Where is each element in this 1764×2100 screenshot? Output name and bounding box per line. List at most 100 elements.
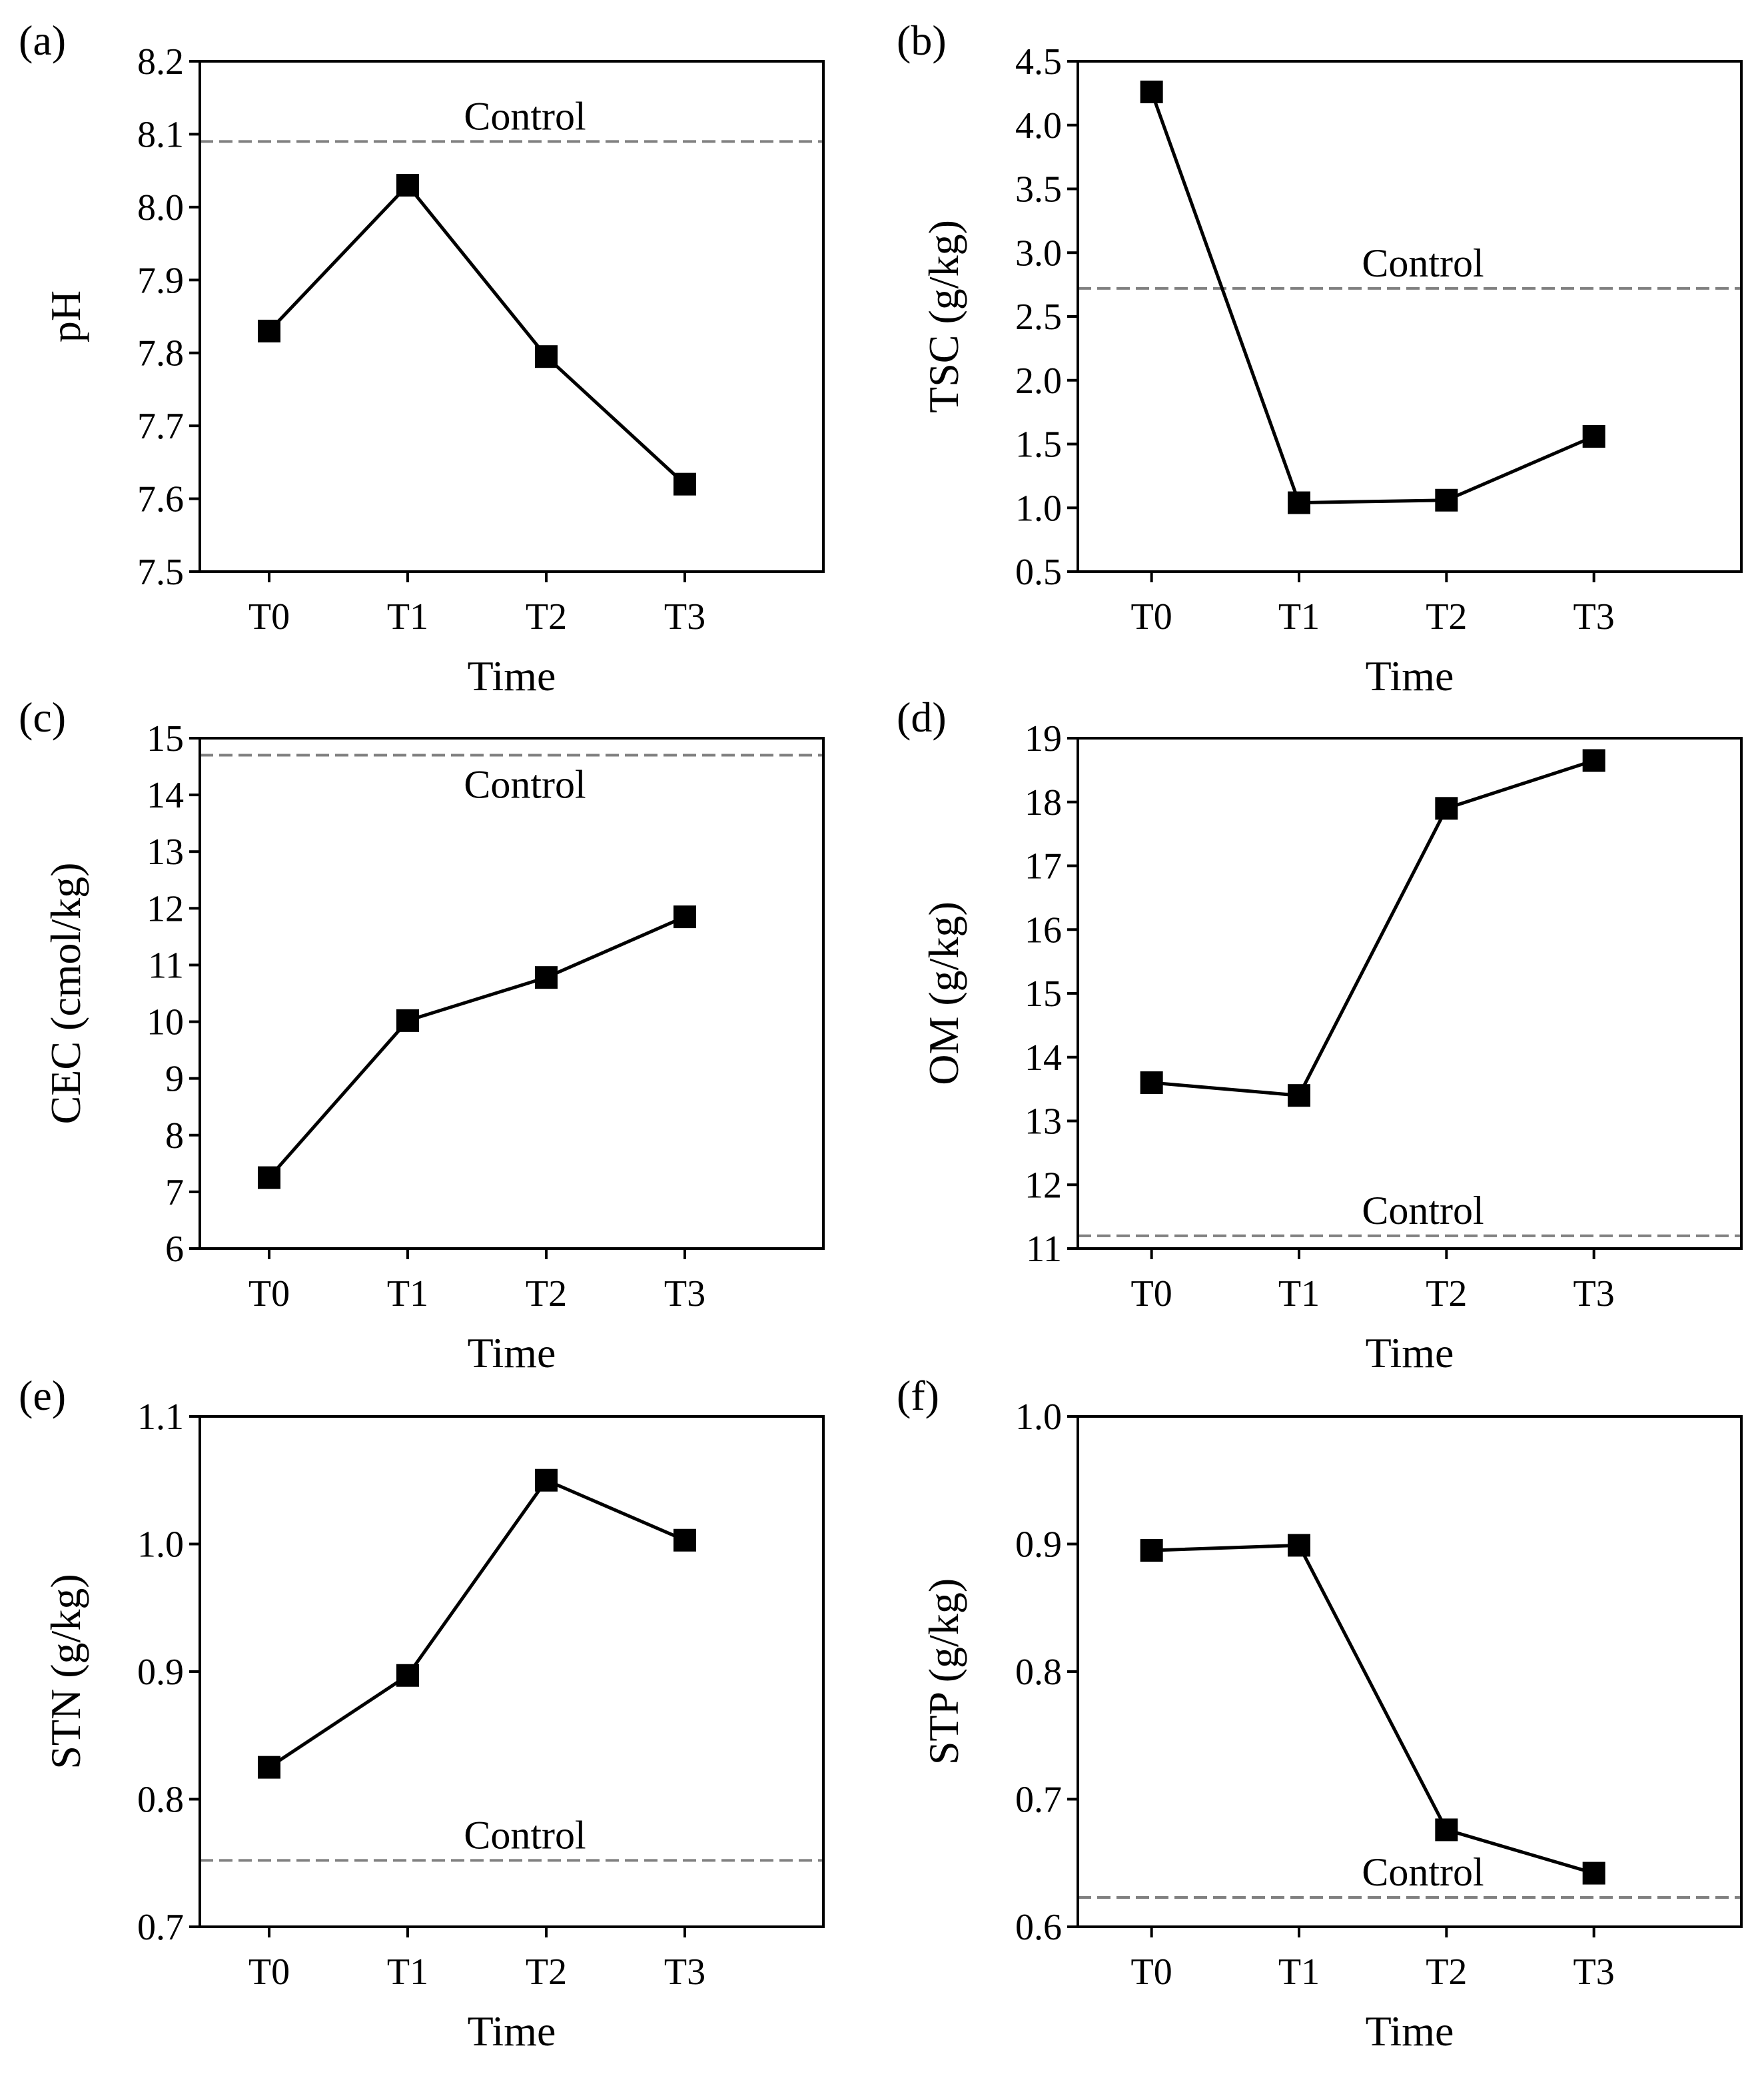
y-tick-label: 0.8 — [137, 1780, 184, 1821]
control-label: Control — [1362, 1850, 1484, 1894]
x-axis-label: Time — [468, 652, 556, 700]
y-tick-label: 12 — [147, 888, 184, 929]
y-tick-label: 7.8 — [137, 333, 184, 374]
x-tick-label: T1 — [1278, 596, 1320, 638]
y-tick-label: 8.0 — [137, 187, 184, 229]
x-axis-label: Time — [468, 2007, 556, 2055]
panel-label: (e) — [19, 1372, 66, 1419]
data-point-t3 — [673, 472, 696, 496]
plot-frame — [199, 737, 825, 1250]
panel-f: (f) Control 0.6 0.7 0.8 0.9 1.0 T0 T1 T2 T3 Time STP… — [897, 1372, 1743, 2055]
x-tick-label: T2 — [526, 1951, 567, 1993]
data-point-t3 — [1582, 425, 1605, 448]
data-point-t2 — [1435, 488, 1458, 512]
y-tick-label: 8.1 — [137, 114, 184, 155]
control-label: Control — [464, 94, 586, 138]
data-point-t1 — [396, 1664, 419, 1687]
panel-label: (f) — [897, 1372, 939, 1419]
data-point-t3 — [1582, 1861, 1605, 1885]
y-tick-label: 1.0 — [137, 1524, 184, 1566]
series-line — [268, 183, 686, 486]
y-tick-label: 0.6 — [1015, 1907, 1062, 1948]
panel-c: (c) Control 6 7 8 9 10 11 12 13 14 15 T0 T1 T2 T3 Time CE… — [19, 694, 825, 1376]
data-point-t3 — [1582, 749, 1605, 772]
x-tick-label: T0 — [1131, 596, 1172, 638]
y-axis-label: STP (g/kg) — [920, 1578, 967, 1765]
control-label: Control — [464, 763, 586, 807]
y-tick-label: 17 — [1025, 846, 1062, 887]
y-tick-label: 3.5 — [1015, 169, 1062, 211]
y-tick-label: 0.8 — [1015, 1652, 1062, 1693]
x-tick-label: T1 — [1278, 1273, 1320, 1314]
y-tick-label: 7.7 — [137, 406, 184, 447]
y-tick-label: 13 — [1025, 1101, 1062, 1143]
y-tick-label: 0.9 — [137, 1652, 184, 1693]
x-tick-label: T0 — [248, 1951, 290, 1993]
series-line — [268, 915, 686, 1179]
data-point-t0 — [1140, 1539, 1163, 1562]
y-tick-label: 10 — [147, 1002, 184, 1043]
plot-frame — [199, 60, 825, 573]
y-tick-label: 14 — [147, 775, 184, 816]
data-point-t3 — [673, 1528, 696, 1552]
y-tick-label: 0.7 — [137, 1907, 184, 1948]
x-tick-label: T1 — [387, 1273, 428, 1314]
y-tick-label: 14 — [1025, 1037, 1062, 1079]
y-tick-label: 7.5 — [137, 552, 184, 593]
y-axis-label: STN (g/kg) — [42, 1574, 89, 1769]
data-point-t2 — [535, 345, 558, 368]
plot-frame — [1077, 737, 1743, 1250]
y-tick-label: 15 — [147, 718, 184, 760]
y-tick-label: 12 — [1025, 1165, 1062, 1206]
y-axis-label: CEC (cmol/kg) — [42, 863, 89, 1125]
data-point-t1 — [396, 174, 419, 197]
y-tick-label: 4.0 — [1015, 105, 1062, 147]
data-point-t3 — [673, 905, 696, 929]
y-axis-label: TSC (g/kg) — [920, 220, 967, 413]
x-axis-label: Time — [1366, 2007, 1454, 2055]
plot-frame — [199, 1415, 825, 1928]
data-point-t0 — [258, 1166, 280, 1189]
data-point-t2 — [535, 1468, 558, 1492]
x-tick-label: T3 — [664, 1273, 705, 1314]
y-tick-label: 18 — [1025, 782, 1062, 823]
x-tick-label: T2 — [526, 596, 567, 638]
x-axis-label: Time — [1366, 1329, 1454, 1376]
x-tick-label: T2 — [1426, 1951, 1467, 1993]
y-tick-label: 19 — [1025, 718, 1062, 760]
y-tick-label: 11 — [148, 945, 184, 986]
y-tick-label: 16 — [1025, 909, 1062, 951]
series-line — [1150, 91, 1595, 505]
y-tick-label: 4.5 — [1015, 41, 1062, 83]
panel-b: (b) Control 0.5 1.0 1.5 2.0 2.5 3.0 3.5 4.0 4.5 T0 T… — [897, 17, 1743, 700]
x-tick-label: T2 — [1426, 596, 1467, 638]
x-tick-label: T3 — [1573, 1273, 1615, 1314]
x-tick-label: T1 — [387, 1951, 428, 1993]
y-tick-label: 7.9 — [137, 260, 184, 301]
y-tick-label: 2.0 — [1015, 360, 1062, 402]
y-tick-label: 1.0 — [1015, 488, 1062, 529]
y-tick-label: 8 — [165, 1115, 184, 1157]
y-axis-label: pH — [42, 290, 89, 342]
y-tick-label: 7 — [165, 1172, 184, 1213]
x-tick-label: T0 — [248, 1273, 290, 1314]
x-tick-label: T3 — [1573, 596, 1615, 638]
control-label: Control — [1362, 241, 1484, 285]
data-point-t0 — [258, 1756, 280, 1779]
x-tick-label: T3 — [664, 1951, 705, 1993]
x-tick-label: T2 — [526, 1273, 567, 1314]
control-label: Control — [464, 1813, 586, 1857]
data-point-t0 — [258, 319, 280, 342]
y-tick-label: 1.5 — [1015, 424, 1062, 466]
y-tick-label: 8.2 — [137, 41, 184, 83]
panel-label: (d) — [897, 694, 947, 741]
x-axis-label: Time — [468, 1329, 556, 1376]
data-point-t0 — [1140, 1071, 1163, 1095]
data-point-t1 — [1288, 1534, 1310, 1557]
data-point-t2 — [1435, 1818, 1458, 1841]
y-tick-label: 6 — [165, 1229, 184, 1270]
y-tick-label: 1.1 — [137, 1396, 184, 1438]
plot-frame — [1077, 1415, 1743, 1928]
x-tick-label: T0 — [1131, 1951, 1172, 1993]
